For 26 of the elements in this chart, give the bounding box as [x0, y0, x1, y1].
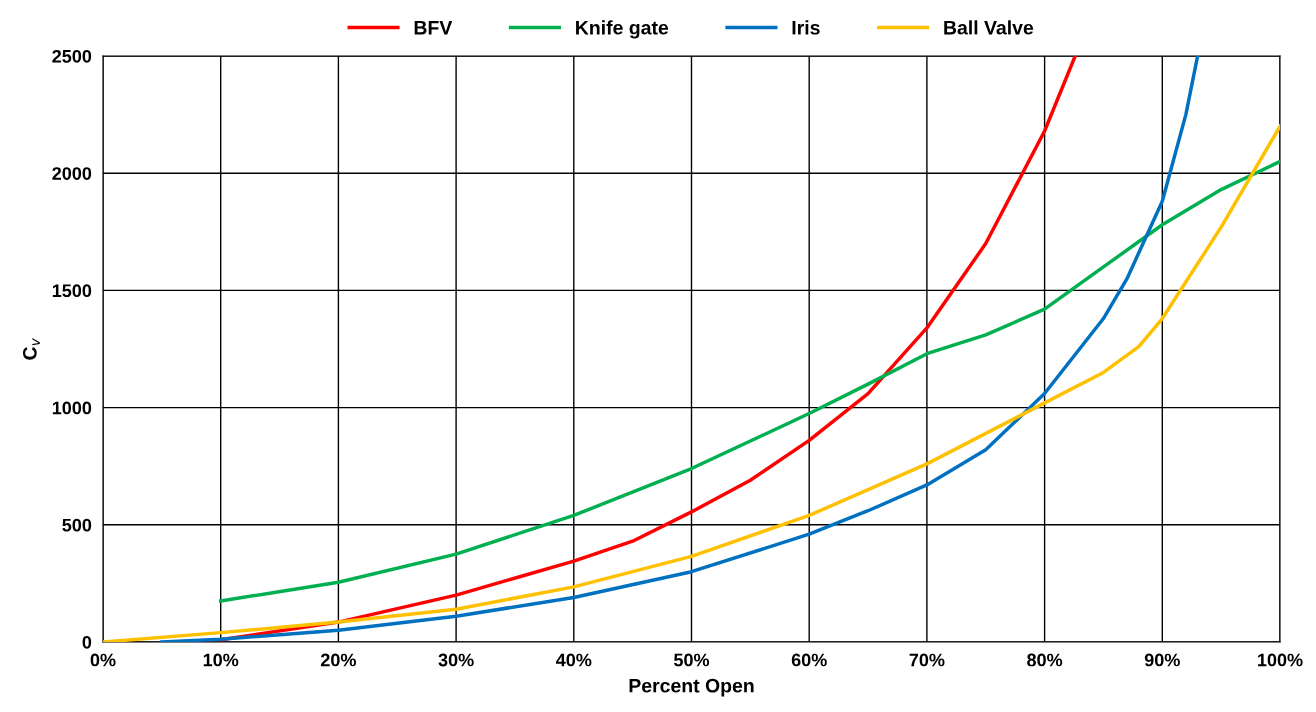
y-tick-label: 2000	[52, 167, 92, 180]
x-tick-label: 70%	[909, 653, 945, 667]
legend-label: Knife gate	[576, 20, 669, 39]
y-tick-label: 0	[82, 635, 92, 649]
legend-label: Iris	[792, 20, 820, 35]
x-tick-label: 80%	[1027, 653, 1063, 667]
x-tick-label: 20%	[320, 653, 356, 667]
line-series	[160, 56, 1200, 642]
legend-label: Ball Valve	[944, 20, 1034, 35]
line-series	[218, 159, 1280, 603]
y-tick-label: 500	[62, 518, 92, 532]
y-tick-label: 1000	[52, 401, 92, 415]
line-series	[218, 56, 1077, 642]
legend-label: BFV	[414, 21, 453, 35]
x-tick-label: 60%	[791, 653, 827, 667]
x-tick-label: 10%	[203, 653, 239, 667]
x-tick-label: 100%	[1258, 653, 1303, 667]
x-tick-label: 0%	[90, 653, 116, 667]
y-axis-title: C$_{v}$	[22, 338, 40, 360]
x-tick-label: 50%	[673, 653, 710, 667]
x-tick-label: 40%	[556, 653, 592, 667]
y-tick-label: 1500	[52, 284, 92, 298]
x-axis-title: Percent Open	[629, 678, 754, 697]
x-tick-label: 90%	[1144, 653, 1180, 667]
y-tick-label: 2500	[52, 49, 92, 63]
x-tick-label: 30%	[438, 653, 474, 667]
